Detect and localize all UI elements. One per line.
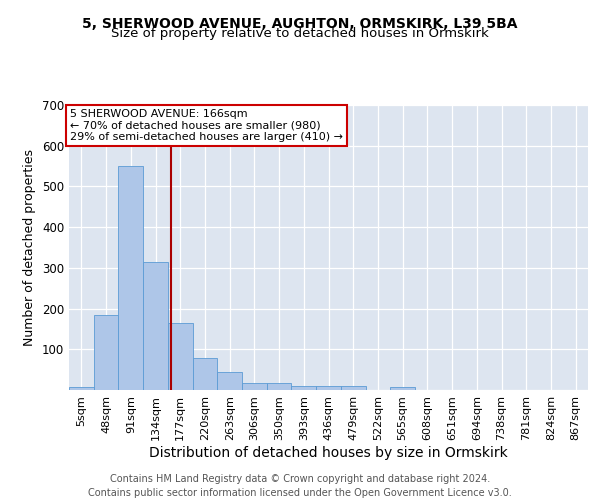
Bar — [118, 166, 143, 390]
Bar — [193, 358, 217, 390]
Bar — [267, 383, 292, 390]
Text: 5, SHERWOOD AVENUE, AUGHTON, ORMSKIRK, L39 5BA: 5, SHERWOOD AVENUE, AUGHTON, ORMSKIRK, L… — [82, 18, 518, 32]
Bar — [242, 383, 267, 390]
Bar — [390, 387, 415, 390]
X-axis label: Distribution of detached houses by size in Ormskirk: Distribution of detached houses by size … — [149, 446, 508, 460]
Bar — [69, 386, 94, 390]
Text: Contains HM Land Registry data © Crown copyright and database right 2024.
Contai: Contains HM Land Registry data © Crown c… — [88, 474, 512, 498]
Bar — [143, 262, 168, 390]
Bar — [341, 386, 365, 390]
Text: Size of property relative to detached houses in Ormskirk: Size of property relative to detached ho… — [111, 28, 489, 40]
Bar — [292, 386, 316, 390]
Bar — [94, 314, 118, 390]
Y-axis label: Number of detached properties: Number of detached properties — [23, 149, 37, 346]
Bar — [168, 323, 193, 390]
Bar — [217, 372, 242, 390]
Text: 5 SHERWOOD AVENUE: 166sqm
← 70% of detached houses are smaller (980)
29% of semi: 5 SHERWOOD AVENUE: 166sqm ← 70% of detac… — [70, 109, 343, 142]
Bar — [316, 386, 341, 390]
